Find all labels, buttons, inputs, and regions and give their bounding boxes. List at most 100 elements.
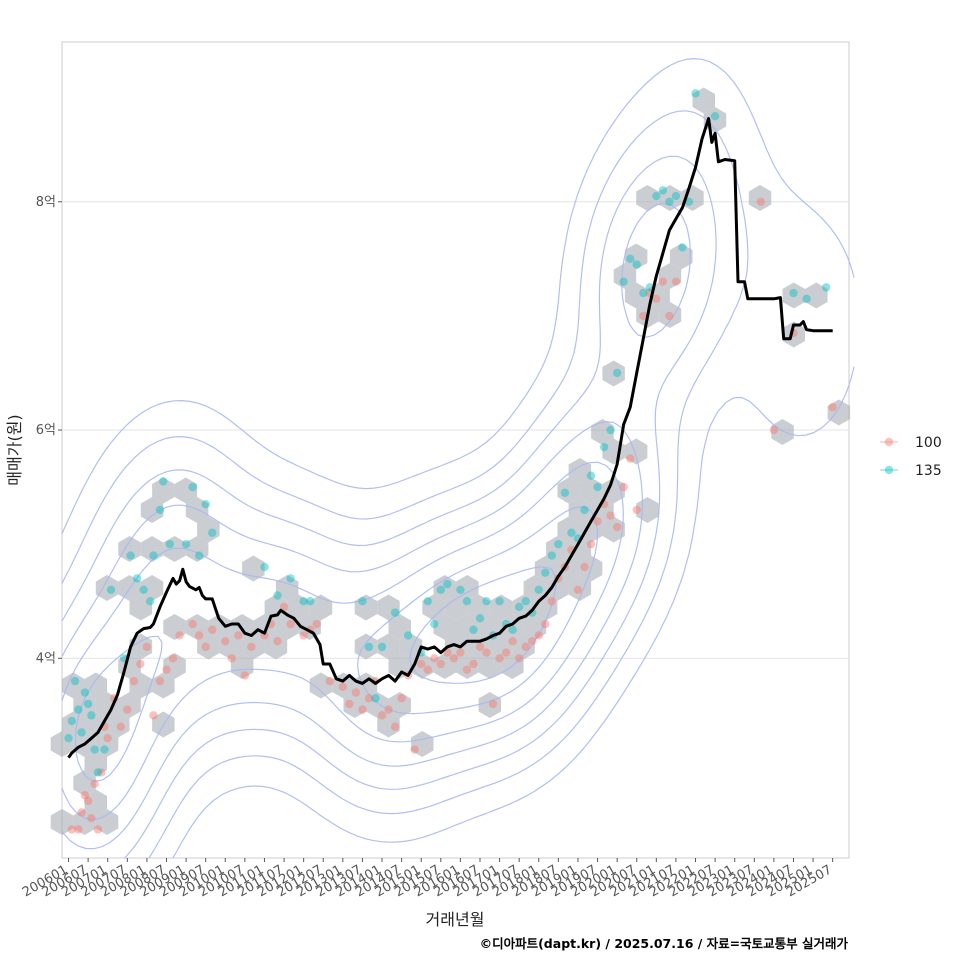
point-135 — [87, 711, 96, 720]
point-135 — [364, 642, 374, 652]
point-100 — [201, 642, 210, 652]
point-135 — [70, 676, 80, 686]
point-135 — [456, 585, 465, 595]
hexbin-cell — [174, 477, 198, 504]
hexbin-cell — [748, 185, 772, 211]
point-135 — [377, 642, 387, 652]
point-135 — [188, 482, 197, 492]
legend-label: 100 — [915, 435, 942, 451]
hexbin-cell — [264, 594, 288, 621]
point-100 — [345, 699, 354, 709]
point-100 — [593, 517, 602, 526]
legend-key-135 — [884, 465, 894, 475]
point-135 — [77, 728, 86, 737]
point-135 — [586, 471, 596, 480]
point-100 — [116, 722, 125, 731]
density-contours — [61, 58, 855, 859]
hexbin-cell — [433, 653, 456, 679]
hexbin-cell — [478, 653, 502, 679]
point-135 — [580, 505, 589, 515]
hexbin-cell — [230, 653, 254, 679]
point-135 — [93, 768, 103, 777]
point-135 — [106, 585, 116, 595]
hexbin-cell — [456, 653, 479, 679]
density-contour — [61, 461, 624, 821]
hexbin-cell — [433, 575, 456, 601]
point-135 — [612, 368, 622, 378]
hexbin-cell — [242, 633, 265, 660]
plot-panel — [61, 41, 850, 859]
hexbin-cell — [343, 692, 366, 718]
hexbin-cell — [579, 477, 603, 504]
point-100 — [482, 648, 491, 657]
point-135 — [462, 597, 472, 606]
point-100 — [456, 648, 465, 657]
point-135 — [358, 597, 367, 606]
point-135 — [802, 294, 811, 303]
point-100 — [312, 619, 321, 629]
point-135 — [181, 539, 191, 549]
hexbin-cell — [771, 419, 794, 445]
point-135 — [100, 745, 109, 754]
density-contour — [61, 202, 691, 850]
point-135 — [514, 602, 524, 612]
hexbin-cell — [73, 770, 96, 796]
legend: 100 135 — [880, 435, 942, 479]
point-100 — [142, 642, 152, 652]
hexbin-cell — [107, 711, 130, 738]
point-100 — [528, 636, 537, 646]
point-135 — [521, 597, 530, 606]
hexbin-cell — [613, 263, 637, 289]
point-100 — [514, 654, 524, 663]
point-135 — [371, 694, 380, 703]
hexbin-cell — [805, 282, 828, 309]
point-135 — [443, 579, 452, 589]
point-100 — [652, 294, 661, 303]
point-100 — [430, 654, 439, 663]
point-100 — [149, 711, 158, 720]
point-100 — [469, 659, 478, 669]
point-100 — [547, 597, 557, 606]
point-135 — [260, 562, 269, 572]
hexbin-cell — [692, 87, 715, 114]
hexbin-cell — [140, 575, 164, 601]
hexbin-cell — [658, 302, 682, 328]
hexbin-cell — [568, 536, 592, 562]
hexbin-cell — [568, 497, 592, 523]
hexbin-cell — [129, 594, 153, 621]
point-135 — [599, 442, 609, 452]
hexbin-cell — [489, 594, 513, 621]
point-100 — [136, 659, 145, 669]
hexbin-cell — [377, 633, 400, 660]
y-tick-label: 4억 — [36, 651, 56, 666]
hexbin-cell — [534, 555, 558, 582]
point-100 — [351, 688, 361, 697]
y-axis: 4억 6억 8억 — [36, 195, 62, 666]
hexbin-cell — [275, 614, 299, 640]
point-100 — [208, 625, 217, 634]
point-100 — [155, 676, 165, 686]
point-100 — [162, 665, 171, 674]
hexbin-cell — [669, 243, 693, 270]
hexbin-cell — [658, 263, 682, 289]
hexbin-cell — [62, 711, 85, 738]
point-135 — [139, 585, 148, 595]
point-135 — [684, 197, 694, 206]
point-100 — [626, 454, 635, 463]
hexbin-cell — [602, 516, 625, 543]
point-135 — [475, 614, 485, 623]
hexbin-cell — [422, 594, 445, 621]
hexbin-cell — [399, 633, 423, 660]
y-tick-label: 8억 — [36, 195, 56, 210]
caption: ©디아파트(dapt.kr) / 2025.07.16 / 자료=국토교통부 실… — [480, 936, 849, 951]
point-100 — [508, 636, 517, 646]
hexbin-cell — [512, 633, 535, 660]
hexbin-cell — [84, 789, 107, 816]
point-100 — [74, 825, 83, 834]
point-135 — [436, 585, 446, 595]
point-100 — [90, 779, 99, 789]
point-135 — [508, 625, 517, 634]
point-100 — [80, 791, 90, 800]
point-100 — [188, 619, 197, 629]
density-contour — [409, 566, 557, 684]
